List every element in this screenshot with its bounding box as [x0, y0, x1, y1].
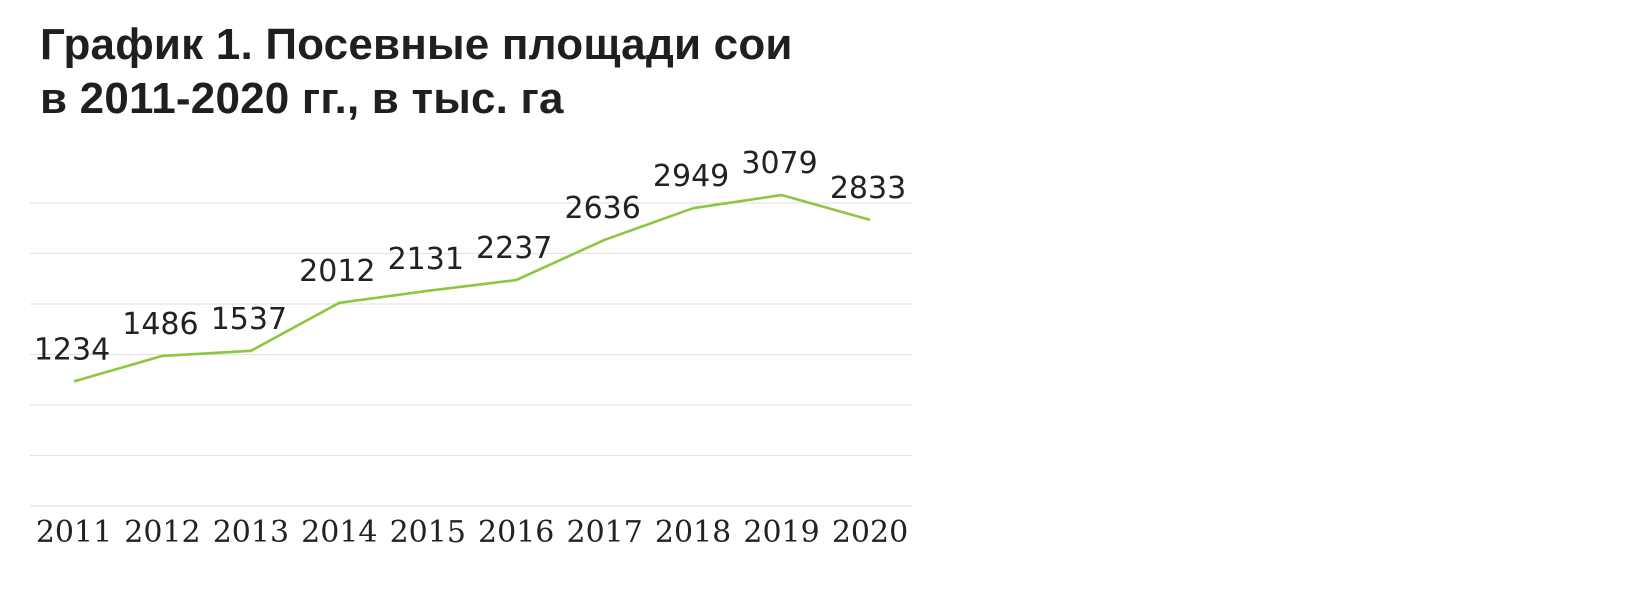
- data-label: 2949: [653, 159, 729, 194]
- x-tick-label: 2016: [478, 515, 554, 550]
- data-label: 3079: [741, 146, 817, 181]
- data-label: 2636: [564, 191, 640, 226]
- chart-title-line-2: в 2011-2020 гг., в тыс. га: [40, 74, 564, 123]
- x-tick-label: 2015: [390, 515, 466, 550]
- data-label: 1486: [122, 307, 198, 342]
- chart-title-line-1: График 1. Посевные площади сои: [40, 20, 793, 69]
- x-axis-tick-labels: 2011 2012 2013 2014 2015 2016 2017 2018 2019 2020: [36, 515, 908, 550]
- data-label: 2131: [388, 242, 464, 277]
- x-tick-label: 2019: [743, 515, 819, 550]
- x-tick-label: 2012: [124, 515, 200, 550]
- x-tick-label: 2011: [36, 515, 112, 550]
- x-tick-label: 2013: [213, 515, 289, 550]
- data-label: 1537: [211, 302, 287, 337]
- series-layer: [73, 193, 871, 383]
- data-label: 2012: [299, 254, 375, 289]
- x-tick-label: 2017: [566, 515, 642, 550]
- data-label: 2237: [476, 231, 552, 266]
- x-tick-label: 2020: [832, 515, 908, 550]
- x-tick-label: 2014: [301, 515, 377, 550]
- data-labels: 1234 1486 1537 2012 2131 2237 2636 2949 3079 2833: [34, 146, 906, 367]
- data-label: 2833: [830, 171, 906, 206]
- chart-title: График 1. Посевные площади сои в 2011-20…: [40, 18, 940, 126]
- data-label: 1234: [34, 332, 110, 367]
- grid-lines: [30, 202, 912, 507]
- x-tick-label: 2018: [655, 515, 731, 550]
- series-line: [73, 193, 871, 383]
